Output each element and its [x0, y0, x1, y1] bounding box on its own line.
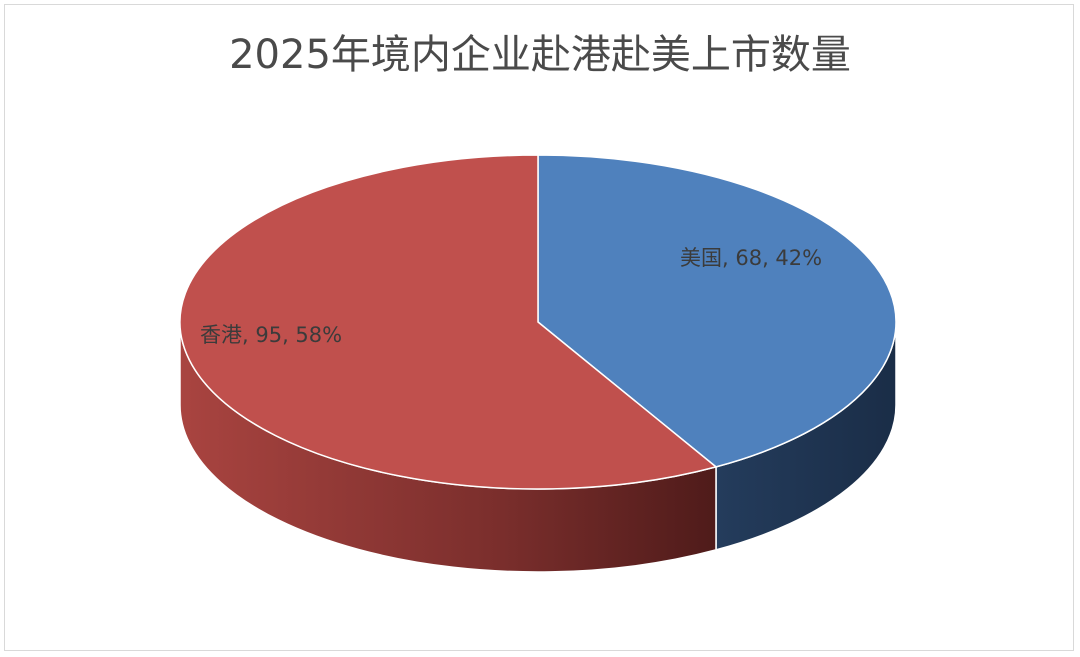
pie-slice-0 [537, 154, 897, 468]
chart-title: 2025年境内企业赴港赴美上市数量 [229, 32, 851, 78]
pie-slice-1 [179, 154, 718, 490]
data-label-0: 美国, 68, 42% [680, 246, 822, 270]
data-label-1: 香港, 95, 58% [200, 323, 342, 347]
